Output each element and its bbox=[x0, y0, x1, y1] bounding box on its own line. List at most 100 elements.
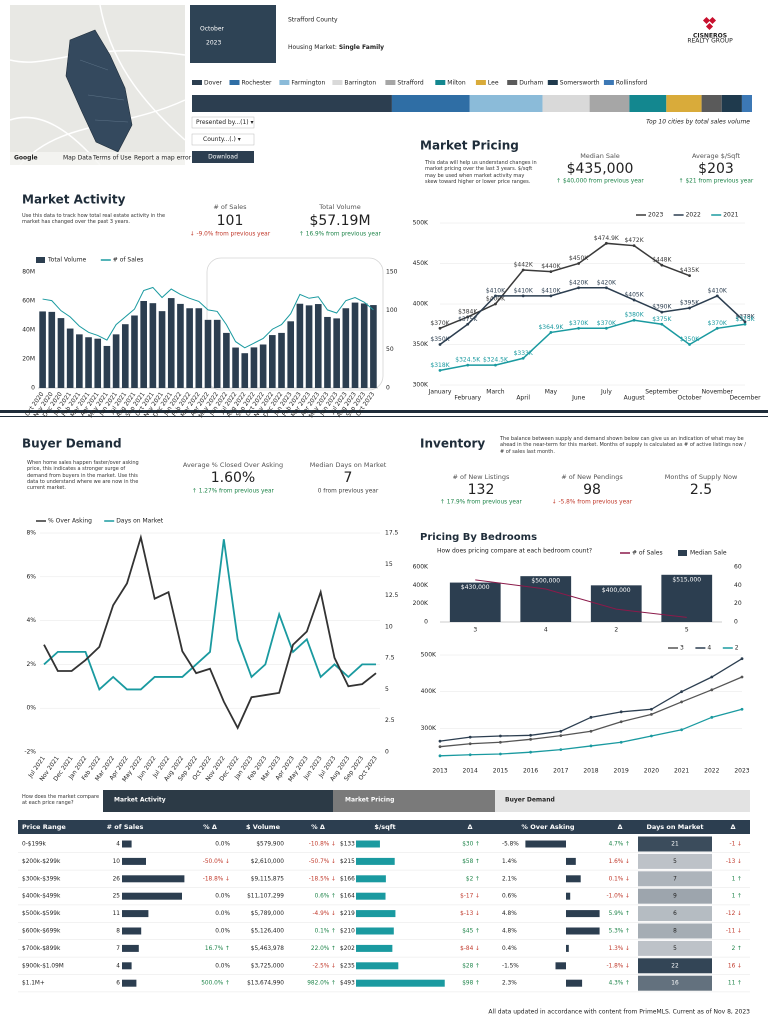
sqft-change: $-17 ↓ bbox=[460, 893, 480, 900]
column-header: $ Volume bbox=[246, 823, 281, 831]
legend-label: Days on Market bbox=[116, 518, 164, 525]
volume: $2,610,000 bbox=[251, 859, 285, 865]
y-tick-label: 500K bbox=[421, 652, 437, 659]
legend-label: 4 bbox=[707, 645, 711, 652]
point bbox=[589, 744, 593, 748]
point bbox=[740, 657, 744, 661]
data-label: $420K bbox=[597, 279, 617, 286]
kpi-label: # of New Pendings bbox=[561, 473, 623, 481]
sqft: $164 bbox=[340, 894, 355, 900]
data-label: $350K bbox=[680, 336, 700, 343]
point bbox=[438, 343, 442, 346]
legend-label: Farmington bbox=[291, 80, 325, 87]
point bbox=[468, 735, 472, 739]
volume: $5,126,400 bbox=[251, 929, 285, 935]
share-segment bbox=[741, 95, 752, 112]
x-tick-label: July bbox=[600, 389, 612, 396]
kpi-change: ↑ 16.9% from previous year bbox=[299, 231, 381, 238]
county-text[interactable]: County...(.) ▾ bbox=[203, 136, 241, 143]
map-report[interactable]: Report a map error bbox=[134, 155, 192, 162]
title-emphasis: Single Family bbox=[339, 44, 384, 51]
volume: $5,789,000 bbox=[251, 911, 285, 917]
kpi-change: ↓ -9.0% from previous year bbox=[190, 231, 271, 238]
data-label: $400K bbox=[486, 296, 506, 303]
point bbox=[466, 322, 470, 326]
x-tick-label: 5 bbox=[685, 627, 689, 634]
data-label: $410K bbox=[708, 287, 728, 294]
point bbox=[521, 294, 525, 298]
presented-by-text[interactable]: Presented by...(1) ▾ bbox=[196, 119, 254, 126]
point bbox=[632, 244, 636, 248]
dom-cell bbox=[638, 853, 712, 869]
column-header: Days on Market bbox=[646, 823, 703, 831]
over-asking: 4.8% bbox=[502, 911, 517, 917]
month: October bbox=[200, 26, 225, 33]
sales-bar bbox=[122, 857, 146, 865]
data-label: $324.5K bbox=[483, 357, 509, 364]
sqft-change: $98 ↑ bbox=[462, 980, 480, 987]
map[interactable]: Google Map Data Terms of Use Report a ma… bbox=[9, 4, 192, 166]
over-asking-bar bbox=[566, 944, 569, 952]
x-tick-label: 2018 bbox=[583, 768, 598, 775]
x-tick-label: August bbox=[624, 395, 646, 402]
bar bbox=[66, 328, 74, 388]
tab[interactable] bbox=[103, 790, 333, 812]
point bbox=[577, 286, 581, 290]
x-tick-label: 3 bbox=[473, 627, 477, 634]
legend-label: Durham bbox=[519, 80, 543, 87]
share-segment bbox=[469, 95, 543, 112]
sqft-change: $45 ↑ bbox=[462, 928, 480, 935]
kpi-value: $435,000 bbox=[567, 161, 634, 177]
map-terms[interactable]: Terms of Use bbox=[92, 155, 132, 162]
data-label: $375K bbox=[652, 316, 672, 323]
point bbox=[740, 675, 744, 679]
point bbox=[715, 326, 719, 330]
y-tick-label: 17.5 bbox=[385, 530, 399, 537]
point bbox=[743, 322, 747, 326]
x-tick-label: 2014 bbox=[463, 768, 478, 775]
dom-cell bbox=[638, 906, 712, 922]
dom: 8 bbox=[673, 929, 677, 935]
y-tick-label: 50 bbox=[386, 346, 394, 353]
over-asking: 0.6% bbox=[502, 894, 517, 900]
tab-label[interactable]: Market Pricing bbox=[345, 797, 394, 804]
point bbox=[468, 753, 472, 757]
map-data[interactable]: Map Data bbox=[63, 155, 92, 162]
tab[interactable] bbox=[333, 790, 495, 812]
presented-by-dropdown[interactable] bbox=[191, 116, 255, 129]
legend-swatch bbox=[332, 80, 343, 85]
tab-label[interactable]: Market Activity bbox=[114, 797, 166, 804]
county-dropdown[interactable] bbox=[191, 133, 255, 146]
kpi-change: ↑ $40,000 from previous year bbox=[556, 178, 644, 185]
point bbox=[632, 318, 636, 322]
section-title: Buyer Demand bbox=[22, 437, 122, 451]
point bbox=[604, 241, 608, 245]
price-range: $1.1M+ bbox=[22, 981, 45, 987]
sales-change: 500.0% ↑ bbox=[201, 980, 230, 987]
dom: 22 bbox=[671, 963, 679, 969]
y-tick-label: 600K bbox=[413, 564, 429, 571]
sales: 11 bbox=[113, 911, 121, 917]
download-text[interactable]: Download bbox=[208, 154, 238, 161]
data-label: $378K bbox=[735, 313, 755, 320]
y-tick-label: 10 bbox=[385, 623, 393, 630]
data-label: $384K bbox=[458, 308, 478, 315]
data-label: $435K bbox=[680, 267, 700, 274]
month-box bbox=[190, 5, 276, 63]
bar bbox=[195, 308, 203, 388]
point bbox=[710, 715, 714, 719]
sqft-bar bbox=[356, 927, 394, 935]
tab[interactable] bbox=[495, 790, 750, 812]
download-button[interactable] bbox=[192, 151, 254, 163]
y-tick-label: 100 bbox=[386, 307, 398, 314]
sales-bar bbox=[122, 875, 185, 883]
logo-mark bbox=[708, 16, 717, 25]
logo: CISNEROS REALTY GROUP bbox=[687, 16, 733, 45]
volume-change: 0.6% ↑ bbox=[315, 893, 336, 900]
data-label: $395K bbox=[680, 300, 700, 307]
point bbox=[619, 710, 623, 714]
share-segment bbox=[629, 95, 667, 112]
tab-label[interactable]: Buyer Demand bbox=[505, 797, 555, 804]
point bbox=[680, 690, 683, 694]
point bbox=[529, 750, 532, 754]
